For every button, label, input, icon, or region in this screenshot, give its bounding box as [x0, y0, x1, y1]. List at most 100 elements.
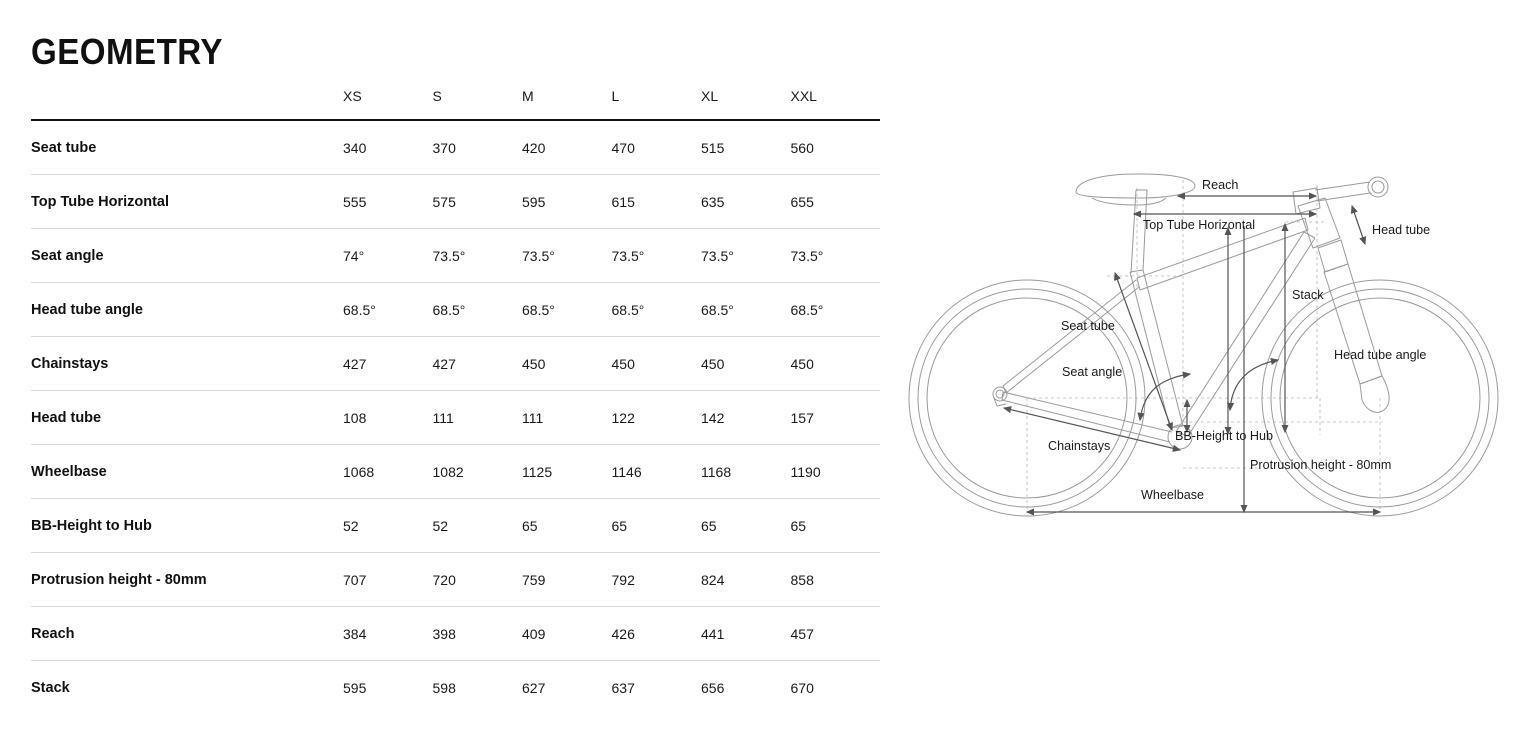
table-row: Head tube angle 68.5° 68.5° 68.5° 68.5° …: [31, 282, 880, 337]
cell-value: 707: [343, 552, 433, 607]
table-row: Top Tube Horizontal 555 575 595 615 635 …: [31, 174, 880, 229]
column-header-l: L: [611, 88, 701, 121]
table-row: Chainstays 427 427 450 450 450 450: [31, 336, 880, 391]
cell-value: 420: [522, 120, 612, 175]
label-top-tube-horizontal: Top Tube Horizontal: [1143, 218, 1255, 232]
cell-value: 1146: [611, 444, 701, 499]
cell-value: 595: [343, 679, 367, 696]
cell-value: 111: [522, 390, 612, 445]
bicycle-geometry-diagram: Reach Top Tube Horizontal Head tube Stac…: [900, 160, 1530, 530]
cell-value: 450: [790, 336, 880, 391]
row-label: Reach: [31, 606, 343, 661]
table-header: XS S M L XL XXL: [31, 88, 880, 121]
table-row: Wheelbase 1068 1082 1125 1146 1168 1190: [31, 444, 880, 499]
geometry-table: XS S M L XL XXL Seat tube 340 370 420 47…: [31, 88, 880, 714]
cell-value: 65: [611, 498, 701, 553]
cell-value: 427: [343, 336, 433, 391]
cell-value: 555: [343, 174, 433, 229]
cell-value: 441: [701, 606, 791, 661]
column-header-label: [31, 88, 343, 121]
cell-value: 450: [701, 336, 791, 391]
row-label: Stack: [31, 679, 70, 696]
cell-value: 65: [790, 498, 880, 553]
label-head-tube: Head tube: [1372, 223, 1430, 237]
cell-value: 655: [790, 174, 880, 229]
seat-angle-arc: [1137, 371, 1192, 422]
table-row: Protrusion height - 80mm 707 720 759 792…: [31, 552, 880, 607]
row-label: Chainstays: [31, 336, 343, 391]
head-tube-angle-arc: [1226, 357, 1280, 412]
cell-value: 1068: [343, 444, 433, 499]
row-label: Top Tube Horizontal: [31, 174, 343, 229]
table-header-row: XS S M L XL XXL: [31, 88, 880, 121]
label-head-tube-angle: Head tube angle: [1334, 348, 1426, 362]
cell-value: 68.5°: [790, 282, 880, 337]
cell-value: 52: [343, 498, 433, 553]
table-row: Seat angle 74° 73.5° 73.5° 73.5° 73.5° 7…: [31, 228, 880, 283]
cell-value: 398: [432, 606, 522, 661]
cell-value: 73.5°: [611, 228, 701, 283]
cell-value: 108: [343, 390, 433, 445]
cell-value: 450: [522, 336, 612, 391]
cell-value: 73.5°: [432, 228, 522, 283]
label-wheelbase: Wheelbase: [1141, 488, 1204, 502]
cell-value: 720: [432, 552, 522, 607]
label-seat-tube: Seat tube: [1061, 319, 1115, 333]
cell-value: 409: [522, 606, 612, 661]
cell-value: 157: [790, 390, 880, 445]
column-header-xl: XL: [701, 88, 791, 121]
cell-value: 515: [701, 120, 791, 175]
row-label: Head tube: [31, 390, 343, 445]
cell-value: 68.5°: [522, 282, 612, 337]
cell-value: 142: [701, 390, 791, 445]
cell-value: 595: [522, 174, 612, 229]
chainstays-arrow: [1002, 406, 1182, 452]
table-row: Stack 595 598 627 637 656 670: [31, 661, 880, 715]
row-label: Wheelbase: [31, 444, 343, 499]
cell-value: 1082: [432, 444, 522, 499]
cell-value: 1190: [790, 444, 880, 499]
cell-value: 792: [611, 552, 701, 607]
label-seat-angle: Seat angle: [1062, 365, 1122, 379]
cell-value: 52: [432, 498, 522, 553]
cell-value: 340: [343, 120, 433, 175]
cell-value: 426: [611, 606, 701, 661]
label-bb-height-to-hub: BB-Height to Hub: [1175, 429, 1273, 443]
cell-value: 457: [790, 606, 880, 661]
table-row: Seat tube 340 370 420 470 515 560: [31, 120, 880, 175]
cell-value: 759: [522, 552, 612, 607]
table-row: BB-Height to Hub 52 52 65 65 65 65: [31, 498, 880, 553]
column-header-s: S: [432, 88, 522, 121]
column-header-xxl: XXL: [790, 88, 880, 121]
cell-value: 68.5°: [432, 282, 522, 337]
cell-value: 560: [790, 120, 880, 175]
table-row: Reach 384 398 409 426 441 457: [31, 606, 880, 661]
cell-value: 73.5°: [522, 228, 612, 283]
cell-value: 111: [432, 390, 522, 445]
cell-value: 670: [790, 679, 814, 696]
cell-value: 575: [432, 174, 522, 229]
column-header-m: M: [522, 88, 612, 121]
table-body: Seat tube 340 370 420 470 515 560 Top Tu…: [31, 120, 880, 714]
row-label: Head tube angle: [31, 282, 343, 337]
cell-value: 74°: [343, 228, 433, 283]
label-stack: Stack: [1292, 288, 1324, 302]
row-label: Seat angle: [31, 228, 343, 283]
cell-value: 627: [522, 679, 546, 696]
cell-value: 68.5°: [611, 282, 701, 337]
cell-value: 635: [701, 174, 791, 229]
diagram-labels: Reach Top Tube Horizontal Head tube Stac…: [1048, 178, 1430, 502]
cell-value: 122: [611, 390, 701, 445]
cell-value: 824: [701, 552, 791, 607]
cell-value: 73.5°: [790, 228, 880, 283]
column-header-xs: XS: [343, 88, 433, 121]
cell-value: 615: [611, 174, 701, 229]
cell-value: 370: [432, 120, 522, 175]
label-reach: Reach: [1202, 178, 1238, 192]
diagram-dimension-arrows: [1002, 192, 1382, 516]
cell-value: 65: [522, 498, 612, 553]
cell-value: 598: [432, 679, 456, 696]
cell-value: 68.5°: [701, 282, 791, 337]
head-tube-arrow: [1350, 204, 1367, 246]
